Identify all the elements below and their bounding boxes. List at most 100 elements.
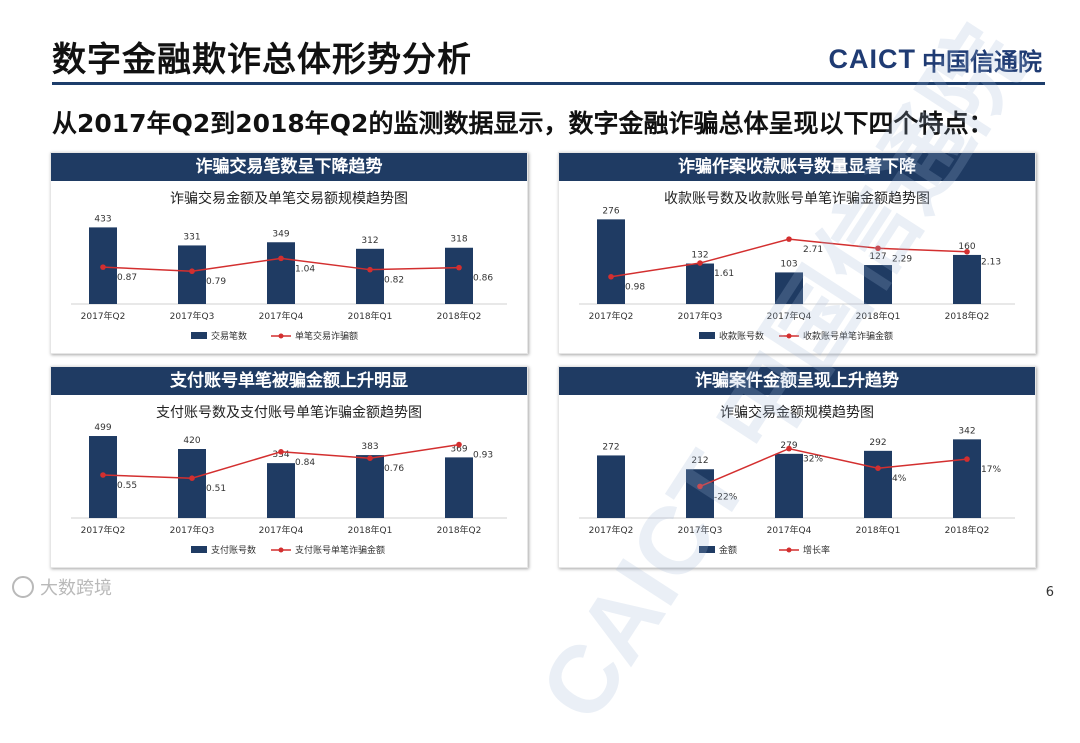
x-tick-label: 2017年Q2 xyxy=(81,310,126,322)
line-value-label: 0.79 xyxy=(206,277,226,287)
legend-bar-swatch xyxy=(191,546,207,553)
legend-line-marker xyxy=(278,547,284,553)
legend-line-label: 单笔交易诈骗额 xyxy=(295,330,358,342)
line-point xyxy=(697,260,703,266)
line-value-label: 0.86 xyxy=(473,274,493,284)
line-point xyxy=(697,483,703,490)
watermark-logo-icon xyxy=(12,576,34,598)
x-tick-label: 2018年Q2 xyxy=(437,310,482,322)
line-value-label: 2.13 xyxy=(981,258,1001,268)
line-point xyxy=(875,245,881,252)
line-value-label: 32% xyxy=(803,455,823,465)
bar-value-label: 127 xyxy=(869,252,886,262)
logo-text-en: CAICT xyxy=(828,44,916,74)
line-point xyxy=(875,465,881,471)
line-value-label: 2.29 xyxy=(892,254,912,264)
bar-value-label: 499 xyxy=(94,423,111,433)
x-tick-label: 2017年Q2 xyxy=(589,310,634,322)
series-line xyxy=(699,447,968,488)
line-value-label: 0.55 xyxy=(117,481,137,491)
x-tick-label: 2018年Q2 xyxy=(437,524,482,536)
chart-canvas: 433 2017年Q2 331 2017年Q3 349 2017年Q4 312 2018年Q1… xyxy=(71,214,507,342)
x-tick-label: 2017年Q3 xyxy=(678,310,723,322)
x-tick-label: 2017年Q3 xyxy=(678,524,723,536)
bar xyxy=(267,463,295,518)
chart-title: 支付账号数及支付账号单笔诈骗金额趋势图 xyxy=(156,405,422,421)
panel-header: 诈骗作案收款账号数量显著下降 xyxy=(559,153,1035,181)
bar-value-label: 318 xyxy=(450,235,467,245)
bar-value-label: 312 xyxy=(361,236,378,246)
bar-value-label: 334 xyxy=(272,450,289,460)
title-underline xyxy=(52,82,1045,85)
legend-bar-label: 支付账号数 xyxy=(211,544,256,556)
slide-subtitle: 从2017年Q2到2018年Q2的监测数据显示，数字金融诈骗总体呈现以下四个特点… xyxy=(52,109,994,138)
line-point xyxy=(278,255,284,262)
bar xyxy=(356,248,384,304)
legend-line-marker xyxy=(786,547,792,553)
panel-payment-accounts: 支付账号单笔被骗金额上升明显 支付账号数及支付账号单笔诈骗金额趋势图 499 20… xyxy=(50,366,528,568)
bar xyxy=(775,453,803,518)
chart-canvas: 2722017年Q22122017年Q32792017年Q42922018年Q1… xyxy=(579,426,1015,556)
line-point xyxy=(189,268,195,275)
bar-value-label: 369 xyxy=(450,444,467,454)
bar xyxy=(356,455,384,518)
bar-value-label: 212 xyxy=(691,456,708,466)
x-tick-label: 2018年Q1 xyxy=(348,524,393,536)
bar xyxy=(597,219,625,304)
line-point xyxy=(608,273,614,280)
legend-line-marker xyxy=(786,333,792,339)
x-tick-label: 2017年Q3 xyxy=(170,524,215,536)
line-value-label: 1.04 xyxy=(295,264,315,274)
legend-line-label: 增长率 xyxy=(803,544,830,556)
bar-value-label: 383 xyxy=(361,442,378,452)
bar xyxy=(953,439,981,518)
legend-line-label: 收款账号单笔诈骗金额 xyxy=(803,330,893,342)
line-value-label: 0.98 xyxy=(625,283,645,293)
watermark-text: 大数跨境 xyxy=(40,578,112,599)
x-tick-label: 2017年Q4 xyxy=(767,524,812,536)
chart-title: 收款账号数及收款账号单笔诈骗金额趋势图 xyxy=(664,191,930,207)
panel-fraud-amount: 诈骗案件金额呈现上升趋势 诈骗交易金额规模趋势图 272 2017年Q2 212 20… xyxy=(558,366,1036,568)
legend-bar-label: 金额 xyxy=(719,544,737,556)
line-value-label: 2.71 xyxy=(803,245,823,255)
line-point xyxy=(100,264,106,270)
legend-line-marker xyxy=(278,333,284,339)
line-value-label: 1.61 xyxy=(714,269,734,279)
x-tick-label: 2018年Q1 xyxy=(856,524,901,536)
bar-value-label: 103 xyxy=(780,259,797,269)
line-point xyxy=(367,266,373,273)
legend-line-label: 支付账号单笔诈骗金额 xyxy=(295,544,385,556)
bar-value-label: 349 xyxy=(272,229,289,239)
line-value-label: 0.93 xyxy=(473,451,493,461)
panel-receiving-accounts: 诈骗作案收款账号数量显著下降 收款账号数及收款账号单笔诈骗金额趋势图 276 20… xyxy=(558,152,1036,354)
bar xyxy=(445,457,473,518)
line-point xyxy=(278,449,284,455)
bar xyxy=(686,469,714,518)
bar xyxy=(597,455,625,518)
panel-header: 支付账号单笔被骗金额上升明显 xyxy=(51,367,527,395)
line-point xyxy=(456,441,462,448)
line-point xyxy=(786,236,792,242)
chart-canvas: 499 2017年Q2 420 2017年Q3 334 2017年Q4 383 2018年Q1… xyxy=(71,423,507,556)
slide-title: 数字金融欺诈总体形势分析 xyxy=(52,40,472,80)
x-tick-label: 2017年Q3 xyxy=(170,310,215,322)
x-tick-label: 2017年Q2 xyxy=(589,524,634,536)
bar xyxy=(267,242,295,304)
line-value-label: 0.51 xyxy=(206,484,226,494)
line-point xyxy=(100,472,106,478)
x-tick-label: 2018年Q2 xyxy=(945,310,990,322)
line-value-label: 4% xyxy=(892,474,907,484)
logo-text-cn: 中国信通院 xyxy=(922,48,1042,76)
page-number: 6 xyxy=(1045,585,1054,600)
bar-value-label: 433 xyxy=(94,214,111,224)
legend-bar-swatch xyxy=(699,332,715,339)
bar-value-label: 420 xyxy=(183,436,200,446)
caict-logo: CAICT 中国信通院 xyxy=(829,42,1043,77)
panel-transaction-count: 诈骗交易笔数呈下降趋势 诈骗交易金额及单笔交易额规模趋势图 433 2017年Q2… xyxy=(50,152,528,354)
bar-value-label: 272 xyxy=(602,442,619,452)
line-value-label: 0.76 xyxy=(384,464,404,474)
chart-title: 诈骗交易金额规模趋势图 xyxy=(720,405,874,421)
legend-bar-swatch xyxy=(191,332,207,339)
bottom-watermark: 大数跨境 xyxy=(12,574,112,600)
line-value-label: -22% xyxy=(714,492,738,502)
